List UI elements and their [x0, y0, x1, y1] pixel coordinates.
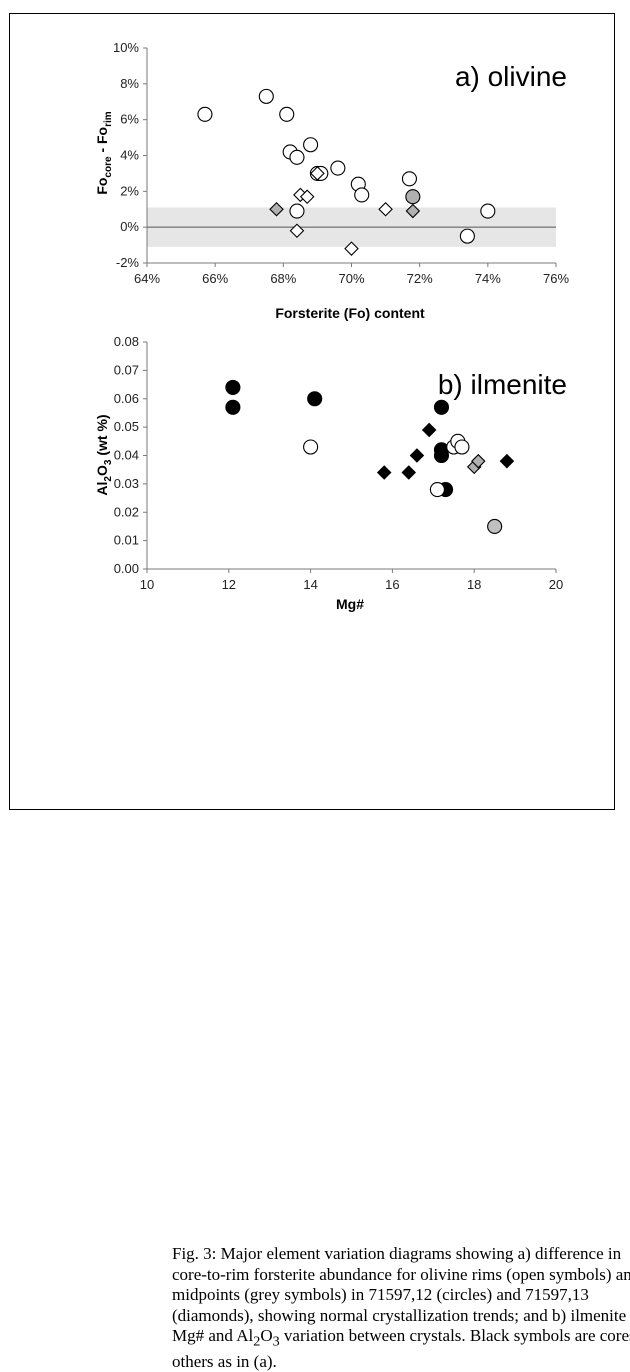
y-tick-label: 0.04 [114, 448, 139, 463]
data-point-diamond [499, 453, 515, 469]
data-point-diamond [299, 189, 315, 204]
data-point-circle [429, 482, 445, 498]
x-tick-label: 66% [202, 271, 228, 286]
y-tick-label: 0.07 [114, 362, 139, 377]
data-point-diamond [378, 201, 393, 217]
y-tick-label: 0.06 [114, 391, 139, 406]
panel-title-b: b) ilmenite [438, 369, 567, 400]
data-point-diamond [269, 201, 284, 217]
y-tick-label: 0% [120, 219, 139, 234]
y-tick-label: 0.05 [114, 419, 139, 434]
data-point-circle [459, 228, 475, 244]
x-tick-label: 18 [467, 577, 481, 592]
x-tick-label: 72% [407, 271, 433, 286]
panel-title-a: a) olivine [455, 61, 567, 92]
data-point-circle [354, 187, 370, 203]
y-tick-label: 4% [120, 148, 139, 163]
y-tick-label: 0.03 [114, 476, 139, 491]
data-point-circle [225, 399, 241, 415]
data-point-circle [303, 439, 319, 455]
x-tick-label: 76% [543, 271, 569, 286]
data-point-diamond [405, 203, 421, 219]
data-point-circle [401, 171, 417, 187]
data-point-circle [279, 106, 295, 122]
svg-text:Al2O3 (wt %): Al2O3 (wt %) [94, 414, 114, 495]
data-point-circle [289, 203, 305, 219]
y-axis-label-a: Focore - Forim [94, 111, 114, 194]
x-tick-label: 10 [140, 577, 154, 592]
y-tick-label: -2% [116, 255, 140, 270]
data-point-circle [433, 399, 450, 415]
x-tick-label: 12 [222, 577, 236, 592]
x-axis-label-a: Forsterite (Fo) content [275, 305, 425, 321]
y-tick-label: 10% [113, 40, 139, 55]
y-tick-label: 0.08 [114, 334, 139, 349]
figure-caption: Fig. 3: Major element variation diagrams… [172, 1244, 630, 1371]
data-point-diamond [344, 241, 359, 256]
data-point-diamond [289, 223, 305, 239]
data-point-circle [454, 439, 470, 455]
y-tick-label: 0.01 [114, 533, 139, 548]
x-tick-label: 64% [134, 271, 160, 286]
data-point-circle [258, 88, 274, 104]
ilmenite-chart: 10 12 14 16 18 20 0.00 0.01 0.02 0.03 0.04 0.05 0.06… [94, 334, 567, 612]
x-tick-label: 14 [303, 577, 317, 592]
y-tick-label: 8% [120, 76, 139, 91]
x-tick-label: 74% [475, 271, 501, 286]
data-point-diamond [409, 448, 425, 463]
plot-area-a: 64% 66% 68% 70% 72% 74% 76% -2% 0% 2% 4% 6% 8% 10% [113, 40, 569, 286]
data-point-diamond [401, 465, 417, 480]
data-point-circle [330, 160, 346, 176]
data-point-circle [433, 447, 450, 464]
data-point-circle [303, 137, 319, 153]
svg-text:Focore - Forim: Focore - Forim [94, 111, 114, 194]
y-tick-label: 2% [120, 183, 139, 198]
data-point-diamond [421, 422, 437, 438]
data-point-diamond [376, 465, 392, 480]
y-tick-label: 0.02 [114, 504, 139, 519]
x-tick-label: 16 [385, 577, 399, 592]
data-point-circle [487, 518, 503, 534]
data-point-circle [480, 203, 496, 219]
data-point-circle [405, 189, 421, 205]
data-point-diamond [471, 453, 486, 469]
data-point-circle [197, 106, 213, 122]
data-point-circle [307, 391, 323, 407]
y-axis-label-b: Al2O3 (wt %) [94, 414, 114, 495]
y-tick-label: 6% [120, 112, 139, 127]
data-point-diamond [310, 166, 325, 181]
x-tick-label: 68% [270, 271, 296, 286]
data-point-circle [289, 149, 305, 165]
data-point-circle [225, 379, 241, 395]
x-axis-label-b: Mg# [336, 596, 364, 612]
olivine-chart: 64% 66% 68% 70% 72% 74% 76% -2% 0% 2% 4% 6% 8% 10% a)… [94, 40, 569, 321]
x-tick-label: 70% [338, 271, 364, 286]
x-tick-label: 20 [549, 577, 563, 592]
plot-area-b: 10 12 14 16 18 20 0.00 0.01 0.02 0.03 0.04 0.05 0.06… [114, 334, 564, 592]
y-tick-label: 0.00 [114, 561, 139, 576]
